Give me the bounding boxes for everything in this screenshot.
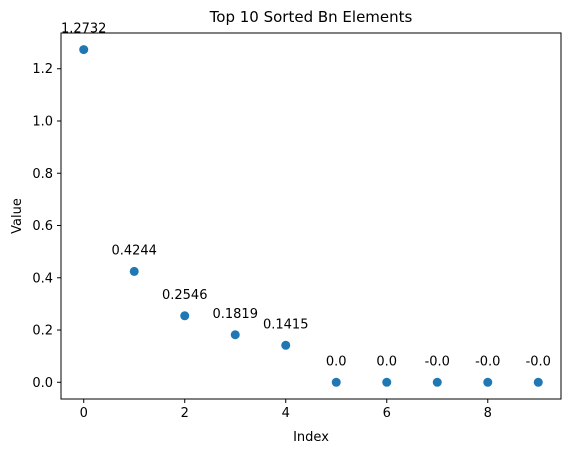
y-tick-label: 0.4 xyxy=(32,271,53,286)
data-label: -0.0 xyxy=(475,354,500,369)
x-tick-label: 8 xyxy=(484,406,492,421)
x-tick-label: 4 xyxy=(282,406,290,421)
data-point xyxy=(432,377,442,387)
data-point xyxy=(230,330,240,340)
x-tick-label: 0 xyxy=(80,406,88,421)
x-tick-label: 6 xyxy=(383,406,391,421)
x-tick-label: 2 xyxy=(181,406,189,421)
chart-title: Top 10 Sorted Bn Elements xyxy=(209,8,413,26)
data-label: 0.1415 xyxy=(263,317,309,332)
data-point xyxy=(180,311,190,321)
y-axis-label: Value xyxy=(10,198,25,234)
y-tick-label: 0.2 xyxy=(32,324,53,339)
y-tick-label: 0.0 xyxy=(32,376,53,391)
data-label: 0.1819 xyxy=(212,307,258,322)
data-point xyxy=(79,45,89,55)
data-label: 0.2546 xyxy=(162,288,208,303)
y-tick-label: 1.2 xyxy=(32,62,53,77)
plot-frame xyxy=(60,32,562,400)
data-label: 0.4244 xyxy=(111,243,157,258)
data-label: -0.0 xyxy=(425,354,450,369)
data-points xyxy=(79,45,543,387)
x-axis-label: Index xyxy=(293,430,329,445)
data-point xyxy=(331,377,341,387)
data-point xyxy=(281,340,291,350)
y-axis-ticks: 0.0 0.2 0.4 0.6 0.8 1.0 1.2 xyxy=(32,62,61,391)
data-point xyxy=(533,377,543,387)
y-tick-label: 0.6 xyxy=(32,219,53,234)
data-label: -0.0 xyxy=(526,354,551,369)
data-label: 0.0 xyxy=(376,354,397,369)
data-label: 0.0 xyxy=(326,354,347,369)
x-axis-ticks: 0 2 4 6 8 xyxy=(80,399,492,421)
y-tick-label: 1.0 xyxy=(32,114,53,129)
data-label: 1.2732 xyxy=(61,22,107,37)
y-tick-label: 0.8 xyxy=(32,167,53,182)
data-point xyxy=(129,266,139,276)
data-point xyxy=(483,377,493,387)
data-point xyxy=(382,377,392,387)
